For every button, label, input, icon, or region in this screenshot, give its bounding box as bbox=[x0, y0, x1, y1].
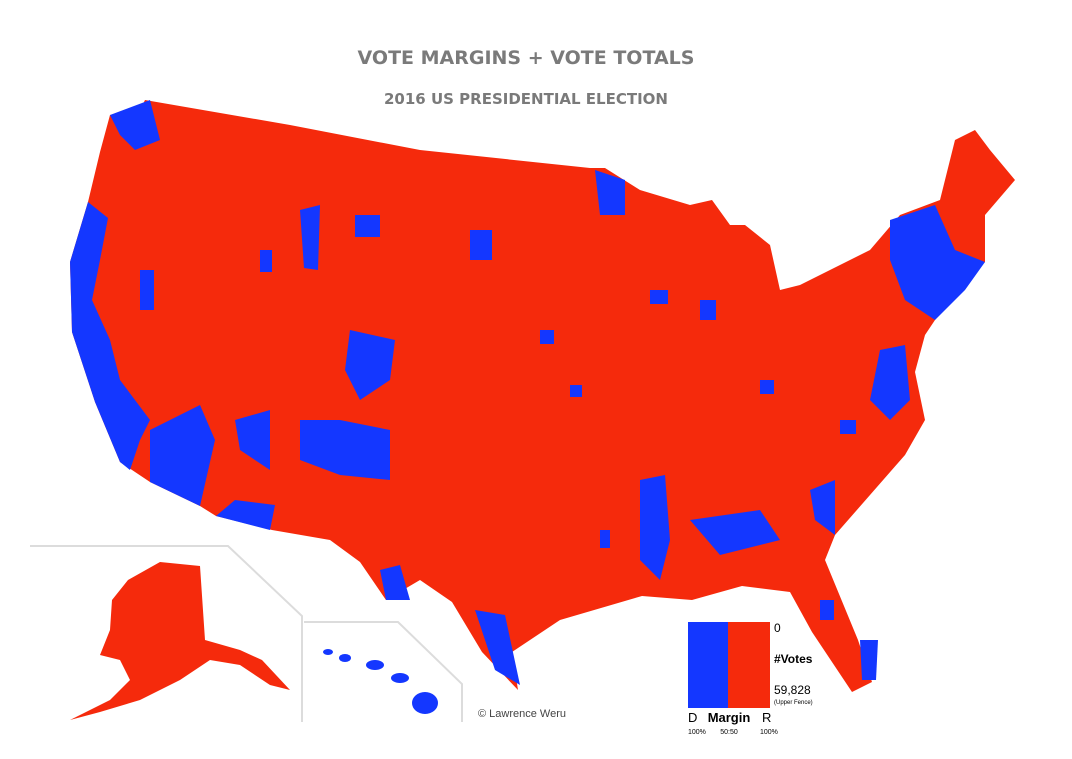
area bbox=[540, 330, 554, 344]
area bbox=[345, 330, 395, 400]
area bbox=[110, 100, 160, 150]
legend-d: D bbox=[688, 710, 697, 725]
island bbox=[391, 673, 409, 683]
area bbox=[260, 250, 272, 272]
area bbox=[860, 640, 878, 680]
area bbox=[640, 475, 670, 580]
legend-swatch-r bbox=[728, 622, 770, 708]
area bbox=[700, 300, 716, 320]
area bbox=[690, 510, 780, 555]
area bbox=[890, 205, 985, 320]
area bbox=[300, 205, 320, 270]
area bbox=[820, 600, 834, 620]
legend-votes-note: (Upper Fence) bbox=[774, 700, 813, 706]
area bbox=[140, 270, 154, 310]
area bbox=[760, 380, 774, 394]
area bbox=[470, 230, 492, 260]
area bbox=[300, 420, 390, 480]
inset-border bbox=[30, 545, 303, 722]
area bbox=[70, 202, 150, 470]
area bbox=[150, 405, 215, 506]
legend-votes-min: 0 bbox=[774, 621, 781, 635]
legend-margin: Margin bbox=[708, 710, 751, 725]
alaska bbox=[70, 562, 290, 720]
area bbox=[235, 410, 270, 470]
map-title: VOTE MARGINS + VOTE TOTALS bbox=[358, 47, 695, 69]
credit: © Lawrence Weru bbox=[478, 708, 566, 720]
inset-border bbox=[304, 621, 463, 722]
legend-votes-max: 59,828 bbox=[774, 683, 811, 697]
area bbox=[595, 170, 625, 215]
map-subtitle: 2016 US PRESIDENTIAL ELECTION bbox=[384, 90, 668, 108]
legend-votes-label: #Votes bbox=[774, 652, 813, 666]
area bbox=[475, 610, 520, 685]
hawaii bbox=[323, 649, 438, 714]
area bbox=[600, 530, 610, 548]
area bbox=[840, 420, 856, 434]
area bbox=[650, 290, 668, 304]
legend-center: 50:50 bbox=[720, 729, 738, 736]
area bbox=[355, 215, 380, 237]
legend-left-pct: 100% bbox=[688, 729, 706, 736]
area bbox=[570, 385, 582, 397]
area bbox=[810, 480, 835, 535]
legend-r: R bbox=[762, 710, 771, 725]
democratic-areas bbox=[70, 100, 985, 685]
island bbox=[366, 660, 384, 670]
island bbox=[323, 649, 333, 655]
legend: 0 #Votes 59,828 (Upper Fence) D Margin R… bbox=[688, 621, 813, 736]
area bbox=[870, 345, 910, 420]
area bbox=[216, 500, 275, 530]
legend-right-pct: 100% bbox=[760, 729, 778, 736]
area bbox=[380, 565, 410, 600]
island bbox=[339, 654, 351, 662]
legend-swatch-d bbox=[688, 622, 728, 708]
island bbox=[412, 692, 438, 714]
